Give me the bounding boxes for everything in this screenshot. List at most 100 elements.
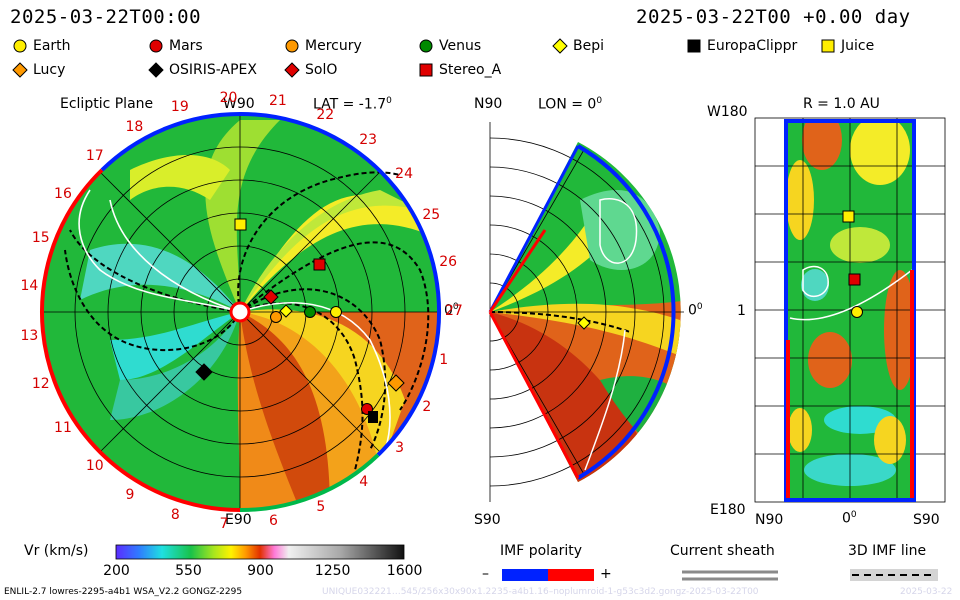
legend-label: Stereo_A bbox=[439, 62, 502, 78]
meridional-edge-lower bbox=[488, 311, 580, 479]
legend-label: Lucy bbox=[33, 62, 66, 78]
colorbar-tick-label: 1250 bbox=[314, 563, 351, 579]
radial-bottom-label-n90: N90 bbox=[755, 512, 784, 528]
legend-item: Lucy bbox=[12, 62, 65, 78]
rotation-label: 26 bbox=[439, 253, 458, 270]
juice-marker bbox=[234, 218, 247, 231]
radial-bottom-label-0: 00 bbox=[842, 510, 857, 527]
colorbar-label: Vr (km/s) bbox=[24, 543, 89, 559]
rotation-label: 6 bbox=[268, 512, 278, 529]
meridional-edge-upper bbox=[488, 145, 580, 313]
radial-velocity-field bbox=[787, 122, 913, 498]
radial-top-left-label: W180 bbox=[707, 104, 748, 120]
legend-label: Juice bbox=[841, 38, 875, 54]
rotation-label: 23 bbox=[359, 132, 378, 149]
legend-label: OSIRIS-APEX bbox=[169, 62, 257, 78]
rotation-label: 1 bbox=[439, 352, 449, 369]
circle-icon bbox=[285, 39, 299, 53]
ecliptic-right-label: 00 bbox=[444, 302, 459, 319]
rotation-label: 17 bbox=[85, 148, 104, 165]
colorbar-tick-label: 550 bbox=[175, 563, 202, 579]
meridional-imf-line bbox=[489, 311, 631, 333]
diamond-icon bbox=[12, 62, 28, 78]
rotation-label: 22 bbox=[316, 107, 335, 124]
rotation-label: 18 bbox=[125, 118, 144, 135]
osiris-apex-marker bbox=[195, 363, 213, 381]
colorbar-tick-label: 1600 bbox=[386, 563, 423, 579]
circle-icon bbox=[149, 39, 163, 53]
meridional-rim bbox=[576, 144, 676, 480]
legend-item: Stereo_A bbox=[418, 62, 501, 78]
sun-icon bbox=[229, 301, 251, 323]
legend-item: EuropaClippr bbox=[686, 38, 797, 54]
diamond-icon bbox=[284, 62, 300, 78]
imf-minus-label: – bbox=[482, 566, 489, 582]
rotation-label: 24 bbox=[395, 166, 413, 183]
timestamp-right: 2025-03-22T00 +0.00 day bbox=[636, 6, 911, 28]
legend-label: EuropaClippr bbox=[707, 38, 798, 54]
circle-icon bbox=[419, 39, 433, 53]
rotation-label: 15 bbox=[31, 230, 50, 247]
meridional-sheath-lower bbox=[584, 329, 626, 471]
imf-positive-swatch bbox=[548, 569, 594, 581]
imf-line-label: 3D IMF line bbox=[848, 543, 927, 559]
current-sheath-label: Current sheath bbox=[670, 543, 775, 559]
ecliptic-rim-positive bbox=[39, 168, 241, 512]
legend-label: Earth bbox=[33, 38, 71, 54]
radial-juice-marker bbox=[842, 210, 855, 223]
ecliptic-bottom-label: E90 bbox=[225, 512, 252, 528]
legend-item: Mercury bbox=[284, 38, 362, 54]
rotation-label: 20 bbox=[219, 90, 238, 107]
ecliptic-rim-top bbox=[100, 112, 241, 172]
venus-marker bbox=[304, 306, 316, 318]
rotation-label: 2 bbox=[422, 398, 432, 415]
meridional-velocity-field bbox=[490, 142, 681, 482]
radial-title: R = 1.0 AU bbox=[803, 96, 880, 112]
solo-marker bbox=[263, 289, 279, 305]
square-icon bbox=[687, 39, 701, 53]
rotation-label: 16 bbox=[54, 185, 72, 202]
legend-item: Venus bbox=[418, 38, 481, 54]
lucy-marker bbox=[387, 374, 405, 392]
rotation-label: 7 bbox=[219, 515, 229, 532]
velocity-colorbar bbox=[115, 544, 405, 560]
rotation-label: 13 bbox=[20, 327, 39, 344]
circle-icon bbox=[13, 39, 27, 53]
ecliptic-current-sheath bbox=[78, 189, 391, 451]
rotation-label: 27 bbox=[445, 303, 463, 319]
legend-label: SolO bbox=[305, 62, 338, 78]
radial-bottom-left-label: E180 bbox=[710, 502, 746, 518]
legend-label: Bepi bbox=[573, 38, 604, 54]
rotation-label: 19 bbox=[170, 98, 189, 115]
stereo-a-marker bbox=[313, 258, 326, 271]
rotation-label: 10 bbox=[85, 457, 104, 474]
rotation-label: 14 bbox=[20, 278, 39, 295]
ecliptic-title: Ecliptic Plane bbox=[60, 96, 154, 112]
meridional-bepi-marker bbox=[577, 316, 591, 330]
radial-grid bbox=[754, 117, 946, 503]
radial-sheath bbox=[789, 269, 913, 321]
legend-item: Juice bbox=[820, 38, 874, 54]
rotation-label: 12 bbox=[31, 375, 50, 392]
legend-item: Earth bbox=[12, 38, 71, 54]
legend-label: Venus bbox=[439, 38, 482, 54]
legend-item: Mars bbox=[148, 38, 203, 54]
rotation-label: 5 bbox=[316, 498, 326, 515]
radial-sheath-loop bbox=[802, 265, 829, 297]
model-info: ENLIL-2.7 lowres-2295-a4b1 WSA_V2.2 GONG… bbox=[4, 587, 243, 597]
rotation-label: 25 bbox=[422, 207, 441, 224]
legend-label: Mars bbox=[169, 38, 203, 54]
bepi-marker bbox=[279, 304, 293, 318]
ecliptic-rim-negative bbox=[239, 111, 442, 457]
ecliptic-lat-label: LAT = -1.70 bbox=[313, 96, 392, 113]
meridional-sheath-upper bbox=[599, 198, 638, 264]
timestamp-left: 2025-03-22T00:00 bbox=[10, 6, 202, 28]
footer-date: 2025-03-22 bbox=[900, 587, 953, 597]
ecliptic-rim-neutral bbox=[239, 453, 380, 513]
colorbar-tick-label: 200 bbox=[103, 563, 130, 579]
imf-negative-swatch bbox=[502, 569, 548, 581]
mercury-marker bbox=[270, 311, 282, 323]
legend-label: Mercury bbox=[305, 38, 362, 54]
